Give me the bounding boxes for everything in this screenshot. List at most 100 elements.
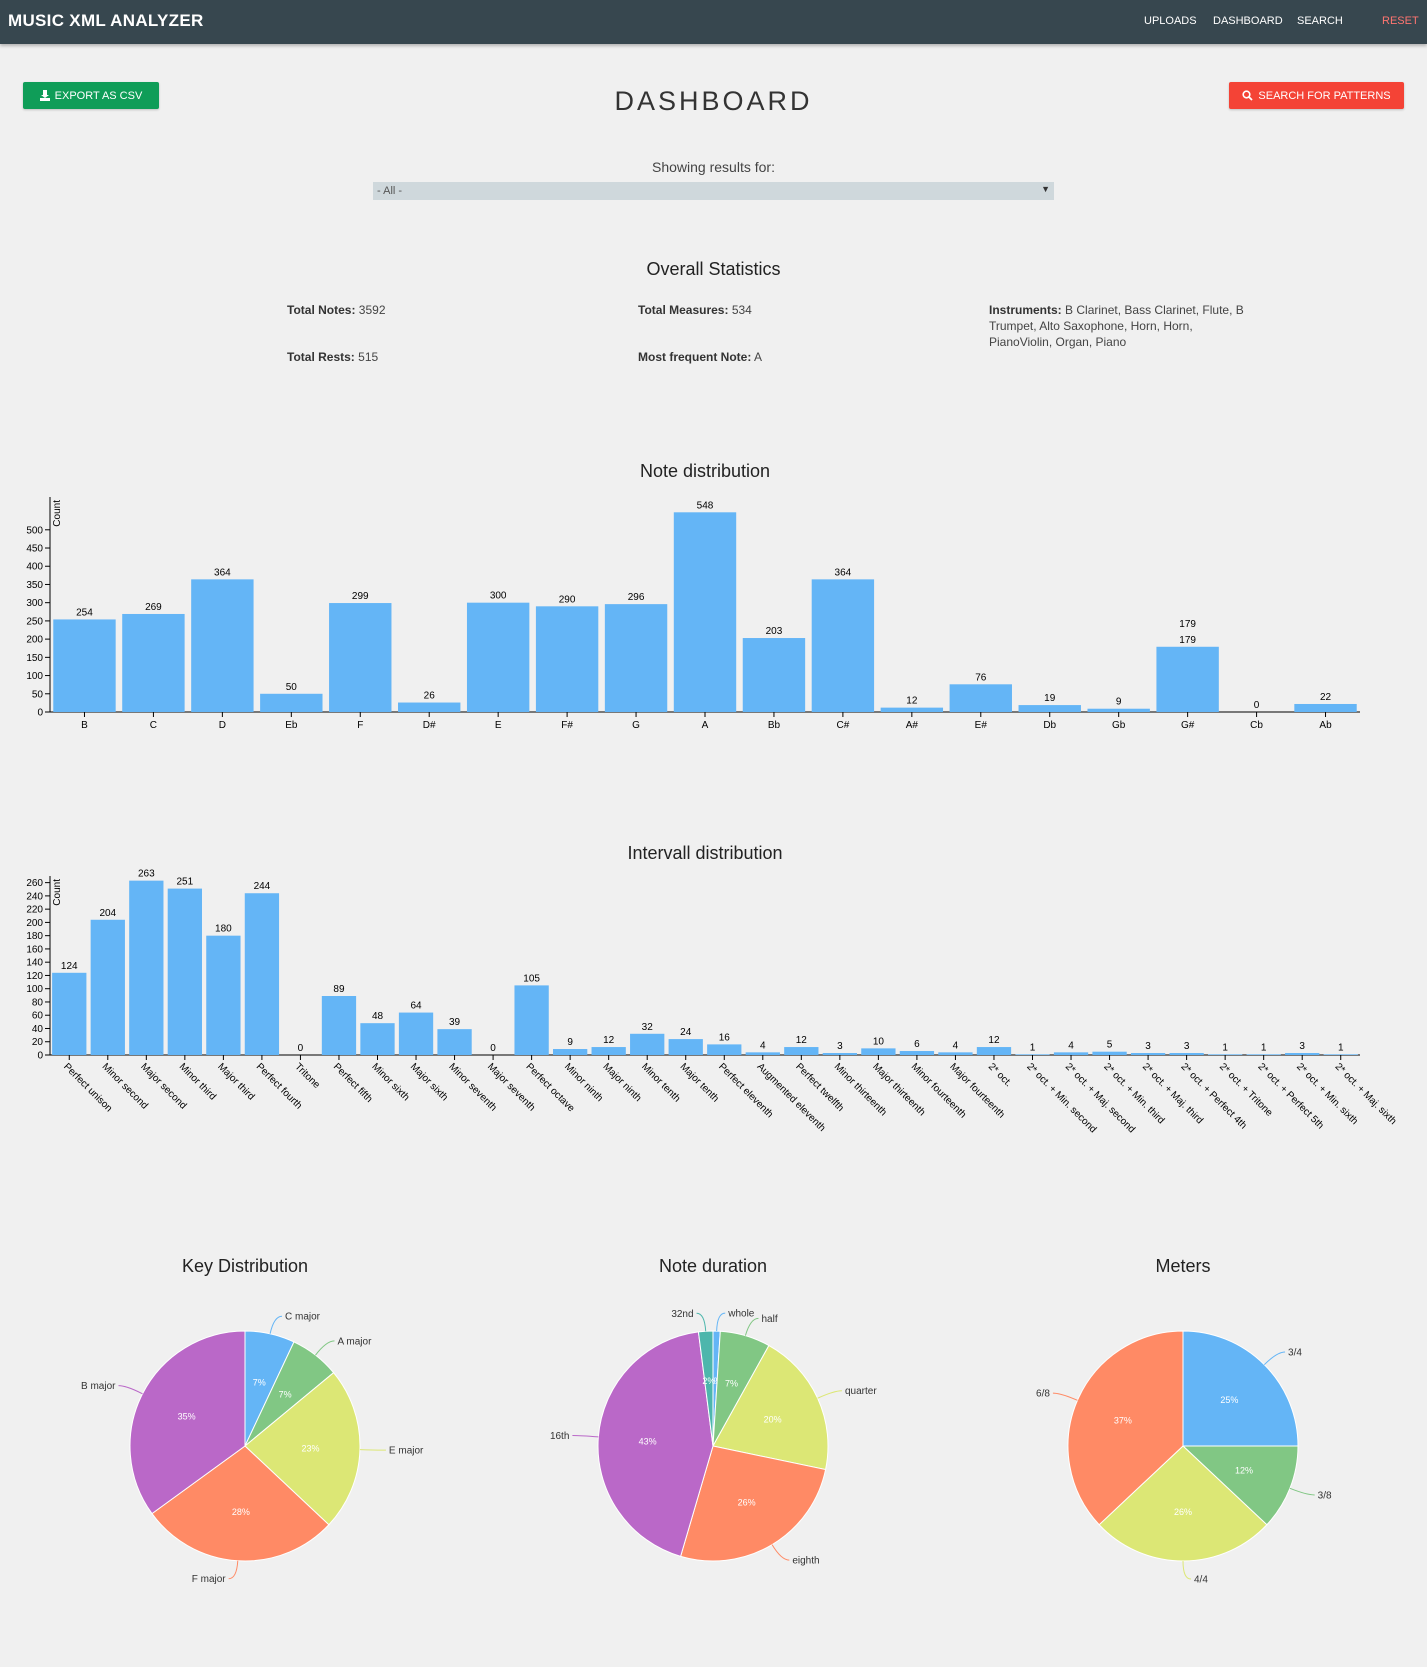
bar-augmented-eleventh bbox=[745, 1052, 780, 1055]
bar-minor-ninth bbox=[553, 1049, 588, 1055]
x-tick-label-d: D# bbox=[423, 720, 436, 731]
nav-dashboard[interactable]: DASHBOARD bbox=[1213, 15, 1283, 27]
leader-line-6-8 bbox=[1052, 1392, 1078, 1401]
x-tick-label-db: Db bbox=[1043, 720, 1056, 731]
bar-f bbox=[329, 603, 392, 712]
y-axis-label: Count bbox=[52, 500, 63, 527]
x-tick-label-d: D bbox=[219, 720, 226, 731]
y-axis-label: Count bbox=[52, 879, 63, 906]
nav-uploads[interactable]: UPLOADS bbox=[1144, 15, 1197, 27]
brand-title[interactable]: MUSIC XML ANALYZER bbox=[8, 11, 204, 30]
upload-filter-select[interactable]: - All - ▼ bbox=[373, 182, 1054, 200]
slice-pct-f-major: 28% bbox=[232, 1507, 250, 1517]
data-label-minor-seventh: 39 bbox=[449, 1017, 461, 1028]
total-rests-label: Total Rests: bbox=[287, 350, 355, 364]
data-label-major-third: 180 bbox=[215, 924, 232, 935]
upload-filter-value: - All - bbox=[377, 185, 403, 197]
nav-reset[interactable]: RESET bbox=[1382, 15, 1419, 27]
x-tick-label-f: F bbox=[357, 720, 363, 731]
note-distribution-title: Note distribution bbox=[640, 461, 770, 481]
bar-major-second bbox=[129, 880, 164, 1055]
slice-pct-half: 7% bbox=[725, 1379, 738, 1389]
data-label-minor-sixth: 48 bbox=[372, 1011, 384, 1022]
data-label-perfect-fourth: 244 bbox=[254, 881, 271, 892]
y-tick-label: 100 bbox=[26, 671, 43, 682]
search-patterns-button[interactable]: SEARCH FOR PATTERNS bbox=[1229, 82, 1404, 109]
data-label-augmented-eleventh: 4 bbox=[760, 1040, 766, 1051]
bar-2-oct-min-second bbox=[1015, 1054, 1050, 1055]
y-tick-label: 350 bbox=[26, 580, 43, 591]
x-tick-label-cb: Cb bbox=[1250, 720, 1263, 731]
slice-label-a-major: A major bbox=[338, 1336, 373, 1347]
y-tick-label: 0 bbox=[37, 1051, 43, 1062]
y-tick-label: 120 bbox=[26, 971, 43, 982]
leader-line-eighth bbox=[771, 1544, 790, 1561]
data-label-2-oct-maj-second: 4 bbox=[1068, 1040, 1074, 1051]
bar-major-third bbox=[206, 935, 241, 1055]
slice-pct-whole: 1% bbox=[709, 1376, 722, 1386]
data-label-e: 76 bbox=[975, 672, 987, 683]
data-label-c: 364 bbox=[835, 567, 852, 578]
y-tick-label: 60 bbox=[32, 1011, 44, 1022]
leader-line-3-4 bbox=[1263, 1351, 1286, 1366]
data-label-tritone: 0 bbox=[298, 1043, 304, 1054]
slice-4-4 bbox=[1098, 1445, 1268, 1562]
slice-label-f-major: F major bbox=[192, 1574, 227, 1585]
bar-minor-seventh bbox=[437, 1029, 472, 1055]
y-tick-label: 400 bbox=[26, 562, 43, 573]
x-tick-label-b: B bbox=[81, 720, 88, 731]
x-tick-label-gb: Gb bbox=[1112, 720, 1126, 731]
data-label-ab: 22 bbox=[1320, 692, 1332, 703]
slice-pct-6-8: 37% bbox=[1114, 1415, 1132, 1425]
leader-line-whole bbox=[716, 1312, 726, 1332]
y-tick-label: 250 bbox=[26, 616, 43, 627]
leader-line-16th bbox=[572, 1434, 599, 1438]
bar-major-thirteenth bbox=[861, 1048, 896, 1055]
y-tick-label: 200 bbox=[26, 918, 43, 929]
data-label-perfect-eleventh: 16 bbox=[719, 1032, 731, 1043]
x-tick-label-e: E# bbox=[975, 720, 988, 731]
bar-major-tenth bbox=[668, 1039, 703, 1055]
bar-ab bbox=[1294, 703, 1357, 712]
leader-line-quarter bbox=[817, 1390, 842, 1399]
total-measures-stat: Total Measures: 534 bbox=[638, 302, 752, 318]
leader-line-a-major bbox=[315, 1340, 335, 1356]
data-label-gb: 9 bbox=[1116, 697, 1122, 708]
navbar: MUSIC XML ANALYZER UPLOADS DASHBOARD SEA… bbox=[0, 0, 1427, 44]
data-label-major-tenth: 24 bbox=[680, 1027, 692, 1038]
slice-label-eighth: eighth bbox=[792, 1556, 819, 1567]
note-duration-title: Note duration bbox=[659, 1256, 767, 1276]
slice-pct-a-major: 7% bbox=[279, 1390, 292, 1400]
nav-search[interactable]: SEARCH bbox=[1297, 15, 1343, 27]
bar-minor-tenth bbox=[630, 1033, 665, 1055]
key-distribution-title: Key Distribution bbox=[182, 1256, 308, 1276]
data-label-major-seventh: 0 bbox=[490, 1043, 496, 1054]
data-label-minor-second: 204 bbox=[99, 908, 116, 919]
slice-pct-eighth: 26% bbox=[738, 1498, 756, 1508]
bar-2-oct-maj-sixth bbox=[1323, 1054, 1358, 1055]
export-csv-button[interactable]: EXPORT AS CSV bbox=[23, 82, 159, 109]
bar-perfect-twelfth bbox=[784, 1047, 819, 1055]
data-label-minor-tenth: 32 bbox=[642, 1022, 654, 1033]
slice-label-whole: whole bbox=[727, 1309, 755, 1320]
data-label-major-thirteenth: 10 bbox=[873, 1036, 885, 1047]
y-tick-label: 140 bbox=[26, 958, 43, 969]
bar-minor-third bbox=[167, 888, 202, 1055]
bar-2-oct bbox=[976, 1047, 1012, 1055]
meters-title: Meters bbox=[1155, 1256, 1210, 1276]
slice-eighth bbox=[679, 1445, 827, 1562]
bar-d bbox=[191, 579, 254, 712]
y-tick-label: 300 bbox=[26, 598, 43, 609]
total-rests-value: 515 bbox=[358, 350, 379, 364]
bar-perfect-unison bbox=[52, 972, 87, 1055]
x-tick-label-bb: Bb bbox=[768, 720, 781, 731]
bar-perfect-fifth bbox=[321, 995, 357, 1055]
data-label-2-oct-perfect-5th: 1 bbox=[1261, 1042, 1267, 1053]
bar-eb bbox=[260, 693, 323, 712]
bar-d bbox=[398, 702, 461, 712]
instruments-stat: Instruments: B Clarinet, Bass Clarinet, … bbox=[989, 302, 1259, 350]
slice-label-6-8: 6/8 bbox=[1036, 1389, 1050, 1400]
data-label-f: 299 bbox=[352, 591, 369, 602]
data-label-db: 19 bbox=[1044, 693, 1056, 704]
